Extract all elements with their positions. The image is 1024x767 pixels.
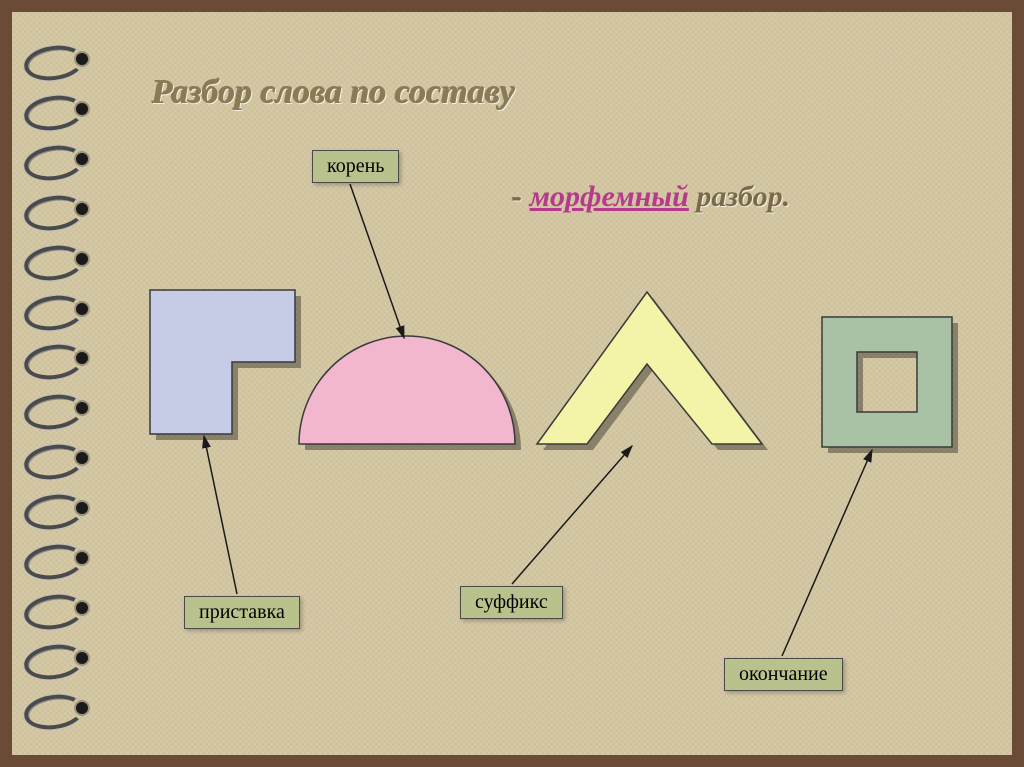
slide-title: Разбор слова по составу — [152, 74, 515, 112]
shape-suffix — [537, 292, 762, 444]
shape-prefix — [150, 290, 295, 434]
diagram-canvas — [12, 12, 1012, 755]
label-prefix: приставка — [184, 596, 300, 629]
root-arrow — [350, 184, 404, 338]
label-ending: окончание — [724, 658, 843, 691]
subtitle-rest: разбор. — [689, 180, 790, 213]
prefix-arrow — [204, 436, 237, 594]
subtitle-dash: - — [512, 180, 530, 213]
ending-arrow — [782, 450, 872, 656]
subtitle-link: морфемный — [530, 180, 689, 213]
suffix-arrow — [512, 446, 632, 584]
slide-subtitle: - морфемный разбор. — [512, 180, 790, 214]
shape-root — [299, 336, 515, 444]
slide-frame: Разбор слова по составу - морфемный разб… — [0, 0, 1024, 767]
label-root: корень — [312, 150, 399, 183]
label-suffix: суффикс — [460, 586, 563, 619]
shape-ending — [822, 317, 952, 447]
spiral-binding — [34, 12, 92, 755]
